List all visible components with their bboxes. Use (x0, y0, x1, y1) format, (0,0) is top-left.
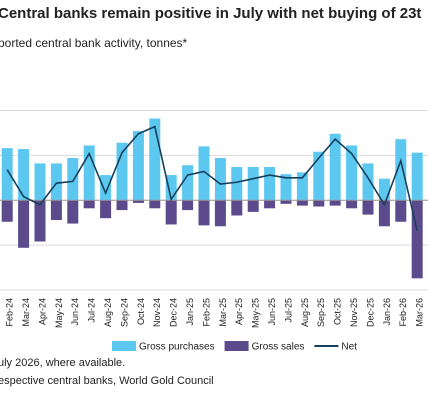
x-tick-label: Oct-24 (136, 298, 146, 325)
x-tick-label: Sep-24 (119, 298, 129, 327)
bar (100, 200, 112, 219)
bar (313, 200, 325, 207)
x-tick-label: Jul-24 (87, 298, 97, 323)
legend-label: Gross purchases (139, 342, 215, 353)
bar (411, 200, 423, 279)
bar (329, 200, 341, 206)
x-tick-label: Apr-24 (37, 298, 47, 325)
bar (50, 200, 62, 220)
bar (116, 142, 128, 201)
x-tick-label: Oct-25 (333, 298, 343, 325)
x-tick-label: Feb-25 (201, 298, 211, 327)
bar (214, 158, 226, 201)
bar (280, 174, 292, 201)
bar (313, 151, 325, 201)
bar (116, 200, 128, 211)
bar (67, 158, 79, 201)
x-tick-label: Dec-25 (365, 298, 375, 327)
bar (395, 200, 407, 222)
bar (231, 167, 243, 201)
bar (1, 200, 13, 222)
bar (231, 200, 243, 216)
legend-label: Gross sales (252, 342, 305, 353)
bar (362, 200, 374, 215)
bar (198, 200, 210, 226)
note: espective central banks, World Gold Coun… (0, 375, 214, 387)
bar (50, 163, 62, 201)
bar (198, 146, 210, 201)
bar (296, 200, 308, 206)
x-tick-label: Mar-25 (218, 298, 228, 327)
x-tick-label: May-24 (54, 298, 64, 328)
bar (132, 131, 144, 201)
bar (378, 178, 390, 201)
x-tick-label: Feb-24 (5, 298, 15, 327)
x-tick-label: Aug-25 (300, 298, 310, 327)
x-tick-label: Dec-24 (169, 298, 179, 327)
bar (67, 200, 79, 224)
net-line (6, 125, 418, 231)
bar (34, 163, 46, 201)
x-tick-label: Aug-24 (103, 298, 113, 327)
bar (329, 133, 341, 201)
bar (18, 200, 30, 248)
legend-swatch (224, 341, 249, 351)
legend-label: Net (341, 342, 357, 353)
bar (182, 165, 194, 201)
x-tick-label: Jan-25 (185, 298, 195, 326)
chart-title: Central banks remain positive in July wi… (0, 5, 421, 22)
bar (18, 149, 30, 201)
x-tick-label: Mar-26 (415, 298, 425, 327)
bar (362, 163, 374, 201)
bar (100, 175, 112, 201)
x-tick-label: Jun-25 (267, 298, 277, 326)
chart-subtitle: ported central bank activity, tonnes* (0, 36, 188, 50)
bar (149, 118, 161, 201)
bar (395, 139, 407, 201)
bar (411, 152, 423, 201)
bar (83, 200, 95, 209)
x-tick-label: Feb-26 (398, 298, 408, 327)
bar (296, 172, 308, 201)
bar (132, 200, 144, 203)
bar (264, 200, 276, 209)
x-tick-label: Sep-25 (316, 298, 326, 327)
bar (83, 145, 95, 201)
bar (280, 200, 292, 204)
legend-swatch (112, 341, 136, 351)
x-tick-label: Mar-24 (21, 298, 31, 327)
note: uly 2026, where available. (0, 357, 125, 369)
bar (378, 200, 390, 227)
bar (149, 200, 161, 209)
x-tick-label: Nov-24 (152, 298, 162, 327)
x-tick-label: Jan-26 (382, 298, 392, 326)
bar (264, 167, 276, 201)
x-tick-label: Jul-25 (283, 298, 293, 323)
x-tick-label: Nov-25 (349, 298, 359, 327)
bar (247, 167, 259, 201)
x-tick-label: Jun-24 (70, 298, 80, 326)
bar (214, 200, 226, 227)
bar (1, 148, 13, 201)
bar (346, 200, 358, 209)
bar (182, 200, 194, 211)
bar (165, 175, 177, 201)
x-tick-label: Apr-25 (234, 298, 244, 325)
bar (247, 200, 259, 212)
bar (34, 200, 46, 242)
bar (346, 145, 358, 201)
x-tick-label: May-25 (251, 298, 261, 328)
bar (165, 200, 177, 225)
